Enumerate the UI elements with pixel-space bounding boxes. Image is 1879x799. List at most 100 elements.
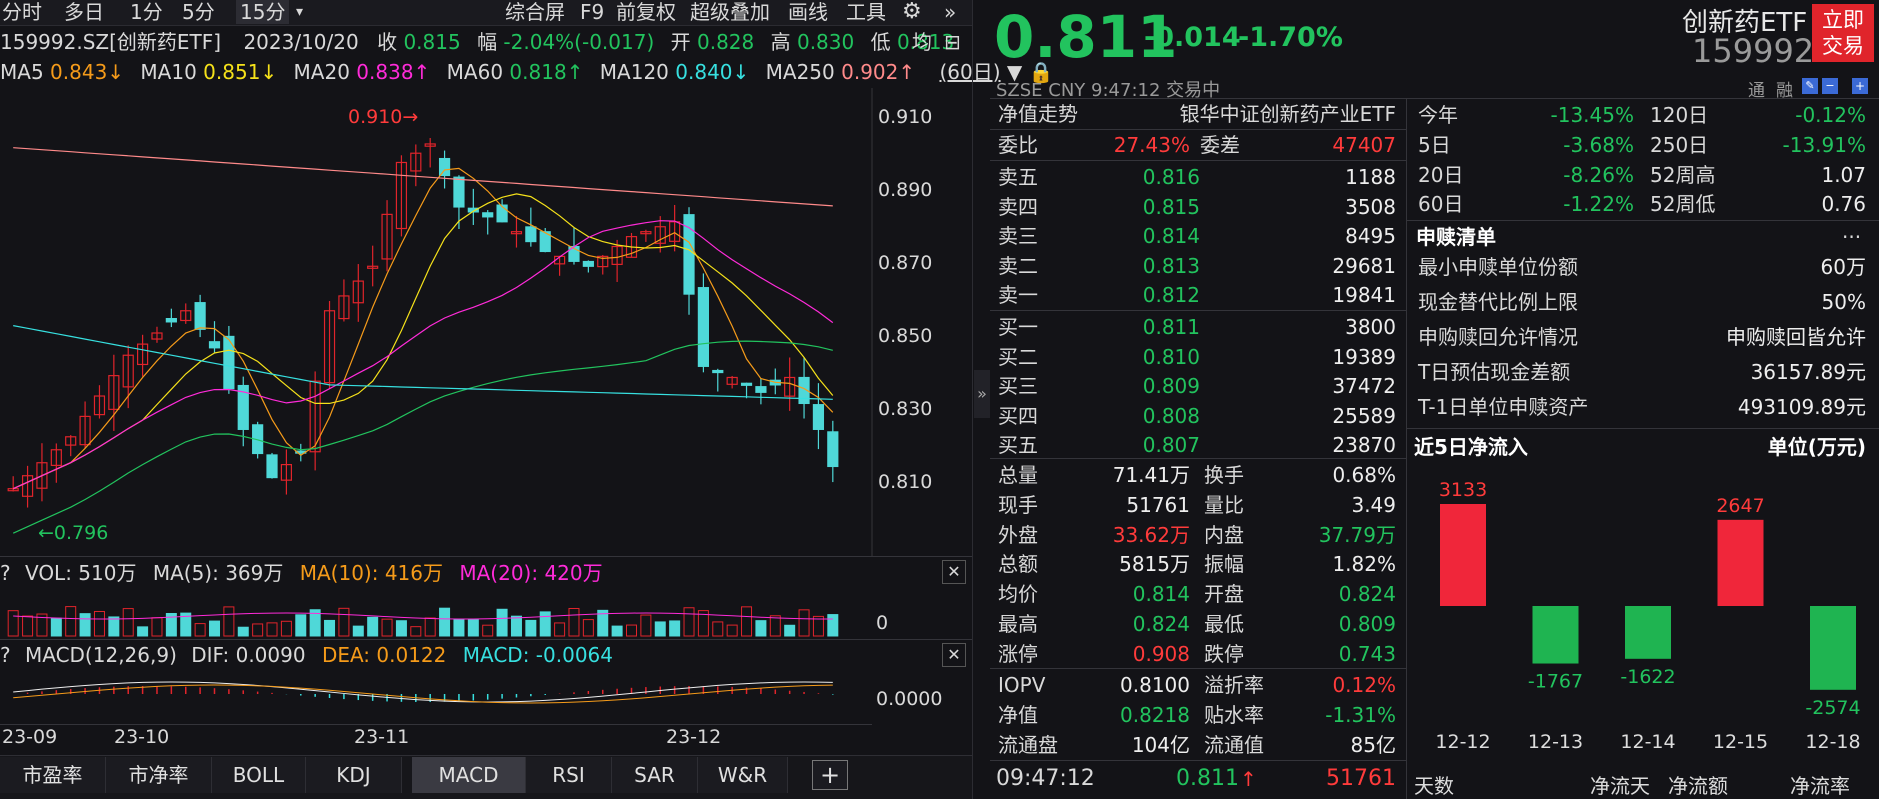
f9-button[interactable]: F9 [580, 0, 605, 24]
volume-bar [165, 613, 177, 637]
tab-pb[interactable]: 市净率 [106, 757, 212, 793]
book-price[interactable]: 0.815 [1142, 194, 1200, 219]
lock-icon[interactable]: 🔒 [1028, 60, 1054, 84]
nav-trend-label[interactable]: 净值走势 [998, 102, 1078, 126]
candle-body [712, 369, 724, 374]
book-price[interactable]: 0.816 [1142, 165, 1200, 189]
iopv-label: 溢折率 [1204, 673, 1264, 697]
perf-label: 250日 [1650, 132, 1709, 157]
tab-rsi[interactable]: RSI [526, 757, 612, 793]
draw-line-button[interactable]: 画线 [788, 0, 828, 24]
book-price[interactable]: 0.814 [1142, 224, 1200, 249]
tab-multiday[interactable]: 多日 [64, 0, 104, 24]
candle-body [755, 386, 767, 393]
book-price[interactable]: 0.807 [1142, 433, 1200, 458]
minus-icon[interactable]: − [1822, 78, 1838, 94]
kline-chart[interactable] [0, 88, 972, 556]
volume-bar [539, 611, 551, 637]
candle-body [640, 231, 652, 235]
close-macd-panel-icon[interactable]: ✕ [942, 643, 966, 667]
stat-label: 现手 [998, 492, 1038, 517]
stat-value: 71.41万 [1112, 463, 1190, 487]
tab-15min[interactable]: 15分 [236, 0, 290, 24]
tab-boll[interactable]: BOLL [212, 757, 306, 793]
edit-icon[interactable]: ✎ [1802, 78, 1818, 94]
tools-button[interactable]: 工具 [846, 0, 886, 24]
super-overlay-button[interactable]: 超级叠加 [690, 0, 770, 24]
add-indicator-button[interactable]: + [812, 760, 848, 790]
book-price[interactable]: 0.811 [1142, 315, 1200, 339]
volume-bar [7, 610, 19, 637]
stat-label: 均价 [998, 582, 1038, 607]
stat-value: 3.49 [1351, 492, 1396, 517]
tab-macd[interactable]: MACD [412, 757, 526, 793]
tab-wr[interactable]: W&R [698, 757, 788, 793]
more-icon[interactable]: ··· [1842, 225, 1862, 249]
period-dropdown-icon[interactable]: ▾ [296, 4, 304, 20]
vol-help-icon[interactable]: ? [0, 561, 11, 585]
ma20-value: 0.838↑ [356, 60, 431, 84]
flow-bar-label: -1622 [1620, 666, 1675, 688]
vol-ma20: MA(20): 420万 [459, 561, 603, 585]
candle-body [237, 384, 249, 430]
candle-body [798, 376, 810, 405]
ma250-line [13, 147, 833, 207]
expand-chevron-icon[interactable]: » [944, 0, 957, 24]
x-tick: 23-10 [114, 726, 170, 748]
tab-pe[interactable]: 市盈率 [0, 757, 106, 793]
book-price[interactable]: 0.808 [1142, 403, 1200, 428]
book-price[interactable]: 0.812 [1142, 283, 1200, 308]
forward-adjust-button[interactable]: 前复权 [616, 0, 676, 24]
tab-sar[interactable]: SAR [612, 757, 698, 793]
redeem-label: T日预估现金差额 [1418, 360, 1571, 384]
collapse-panel-handle[interactable]: » [974, 370, 990, 418]
volume-bar [669, 620, 681, 637]
perf-label: 60日 [1418, 192, 1464, 217]
volume-bar [108, 616, 120, 637]
volume-bar [395, 620, 407, 637]
tab-1min[interactable]: 1分 [130, 0, 163, 24]
ma-period-selector[interactable]: (60日) [939, 60, 1001, 84]
dropdown-triangle-icon[interactable]: ▼ [1006, 60, 1023, 84]
book-price[interactable]: 0.809 [1142, 374, 1200, 399]
stat-value: 33.62万 [1112, 522, 1190, 547]
volume-bar [467, 618, 479, 637]
trade-now-button[interactable]: 立即 交易 [1812, 4, 1874, 62]
tab-kdj[interactable]: KDJ [306, 757, 402, 793]
close-vol-panel-icon[interactable]: ✕ [942, 560, 966, 584]
book-price[interactable]: 0.813 [1142, 253, 1200, 278]
ma120-line [13, 325, 833, 400]
stat-value: 5815万 [1119, 552, 1190, 577]
volume-bar [726, 624, 738, 637]
perf-value: -13.91% [1782, 132, 1866, 157]
tab-5min[interactable]: 5分 [182, 0, 215, 24]
volume-bar [827, 614, 839, 637]
flow-footer-label: 天数 [1414, 774, 1454, 798]
stat-label: 外盘 [998, 522, 1038, 547]
price-axis-tick: 0.850 [878, 325, 933, 347]
panel-layout-icon[interactable]: ⊟ [944, 30, 961, 54]
book-price[interactable]: 0.810 [1142, 344, 1200, 369]
gear-icon[interactable]: ⚙ [902, 0, 922, 24]
volume-bar [252, 623, 264, 637]
plus-icon[interactable]: + [1852, 78, 1868, 94]
macd-help-icon[interactable]: ? [0, 643, 11, 667]
redeem-label: 最小申赎单位份额 [1418, 255, 1578, 279]
security-code: 159992.SZ[创新药ETF] [0, 30, 222, 54]
high-annotation: 0.910→ [348, 106, 419, 128]
tab-intraday[interactable]: 分时 [2, 0, 42, 24]
chart-toolbar: 分时 多日 1分 5分 15分 ▾ 综合屏 F9 前复权 超级叠加 画线 工具 … [0, 0, 972, 26]
kline-info-row: 159992.SZ[创新药ETF] 2023/10/20 收 0.815 幅 -… [0, 28, 954, 56]
volume-bar [122, 608, 134, 637]
volume-bar [424, 617, 436, 637]
candle-body [827, 431, 839, 468]
price-change: -0.014 [1144, 22, 1241, 53]
redeem-value: 493109.89元 [1737, 395, 1866, 419]
redeem-label: T-1日单位申赎资产 [1418, 395, 1589, 419]
volume-bar [280, 620, 292, 637]
ma250-value: 0.902↑ [841, 60, 916, 84]
composite-screen-button[interactable]: 综合屏 [505, 0, 565, 24]
candle-body [137, 343, 149, 366]
macd-legend: ? MACD(12,26,9) DIF: 0.0090 DEA: 0.0122 … [0, 640, 613, 670]
candle-body [108, 375, 120, 410]
